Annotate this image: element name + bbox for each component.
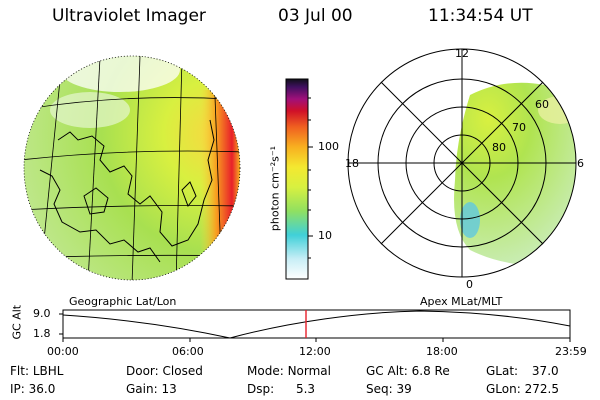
geographic-image xyxy=(23,55,241,281)
glon-field: GLon: 272.5 xyxy=(486,382,559,396)
colorbar-unit-label: photon cm⁻²s⁻¹ xyxy=(268,145,282,232)
polar-grid xyxy=(347,48,577,278)
gcalt-label: GC Alt: xyxy=(366,364,408,378)
mode-field: Mode: Normal xyxy=(247,364,331,378)
noise-patch xyxy=(50,92,130,128)
seq-label: Seq: xyxy=(366,382,393,396)
time-label: 11:34:54 UT xyxy=(428,6,533,26)
mode-value: Normal xyxy=(287,364,331,378)
ip-field: IP: 36.0 xyxy=(10,382,55,396)
dsp-field: Dsp: 5.3 xyxy=(247,382,315,396)
plot-ticks xyxy=(59,313,571,342)
mlat-label-80: 80 xyxy=(492,141,506,154)
time-tick: 18:00 xyxy=(426,345,458,358)
mlt-label-12: 12 xyxy=(455,47,469,60)
mlat-label-60: 60 xyxy=(535,98,549,111)
door-value: Closed xyxy=(162,364,203,378)
color-scale xyxy=(285,78,313,280)
ip-label: IP: xyxy=(10,382,25,396)
emission-patch xyxy=(460,202,480,238)
flt-value: LBHL xyxy=(32,364,64,378)
glat-label: GLat: xyxy=(486,364,519,378)
altitude-ylabel: GC Alt xyxy=(10,304,24,340)
glon-label: GLon: xyxy=(486,382,521,396)
mlt-label-6: 6 xyxy=(577,157,584,170)
earth-limb xyxy=(23,55,241,281)
gain-value: 13 xyxy=(161,382,177,396)
door-field: Door: Closed xyxy=(126,364,203,378)
seq-field: Seq: 39 xyxy=(366,382,412,396)
coastline xyxy=(181,181,197,207)
noise-patch xyxy=(60,56,180,92)
mode-label: Mode: xyxy=(247,364,284,378)
mlat-label-70: 70 xyxy=(512,121,526,134)
color-bar-ticks xyxy=(308,97,313,259)
polar-image xyxy=(347,48,577,278)
altitude-curve xyxy=(62,310,571,339)
flt-label: Flt: xyxy=(10,364,29,378)
time-tick: 23:59 xyxy=(555,345,587,358)
instrument-title: Ultraviolet Imager xyxy=(52,6,206,26)
altitude-ytick-min: 1.8 xyxy=(33,327,51,340)
gcalt-value: 6.8 Re xyxy=(411,364,450,378)
coastline xyxy=(83,187,109,215)
apex-caption: Apex MLat/MLT xyxy=(420,295,503,308)
plot-frame xyxy=(62,309,571,339)
colorbar-tick-10: 10 xyxy=(318,229,332,242)
color-bar xyxy=(285,78,309,280)
coastline xyxy=(57,119,215,247)
altitude-plot xyxy=(59,309,571,342)
geographic-caption: Geographic Lat/Lon xyxy=(69,295,177,308)
auroral-emission-right xyxy=(454,82,576,266)
colorbar-tick-100: 100 xyxy=(318,140,339,153)
gain-field: Gain: 13 xyxy=(126,382,177,396)
coastline xyxy=(39,169,161,263)
ip-value: 36.0 xyxy=(28,382,56,396)
seq-value: 39 xyxy=(396,382,412,396)
altitude-ytick-max: 9.0 xyxy=(33,307,51,320)
gcalt-field: GC Alt: 6.8 Re xyxy=(366,364,450,378)
glon-value: 272.5 xyxy=(524,382,559,396)
time-tick: 06:00 xyxy=(172,345,204,358)
glat-field: GLat: 37.0 xyxy=(486,364,559,378)
flt-field: Flt: LBHL xyxy=(10,364,63,378)
time-tick: 12:00 xyxy=(299,345,331,358)
glat-value: 37.0 xyxy=(531,364,559,378)
dsp-label: Dsp: xyxy=(247,382,275,396)
date-label: 03 Jul 00 xyxy=(278,6,353,26)
door-label: Door: xyxy=(126,364,159,378)
gain-label: Gain: xyxy=(126,382,158,396)
dsp-value: 5.3 xyxy=(295,382,316,396)
mlt-label-0: 0 xyxy=(466,278,473,291)
time-tick: 00:00 xyxy=(47,345,79,358)
mlt-label-18: 18 xyxy=(345,157,359,170)
